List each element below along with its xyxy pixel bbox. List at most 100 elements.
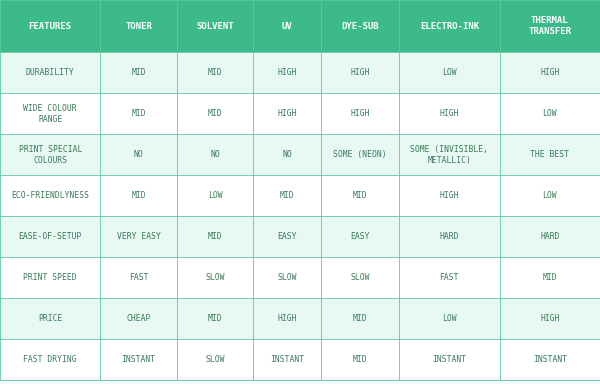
Bar [322,257,399,298]
Text: FAST: FAST [440,273,459,282]
Text: SLOW: SLOW [205,273,225,282]
Text: HIGH: HIGH [540,314,560,323]
Text: LOW: LOW [542,191,557,200]
Text: SOME (INVISIBLE,
METALLIC): SOME (INVISIBLE, METALLIC) [410,145,488,165]
Bar [0,380,600,386]
Text: SLOW: SLOW [278,273,297,282]
Text: HARD: HARD [540,232,560,241]
Text: MID: MID [131,191,146,200]
Bar [100,339,177,380]
Text: PRINT SPEED: PRINT SPEED [23,273,77,282]
Bar [0,339,100,380]
Bar [177,134,253,175]
Bar [177,257,253,298]
Bar [0,0,100,52]
Bar [177,93,253,134]
Bar [253,216,322,257]
Bar [253,93,322,134]
Bar [177,0,253,52]
Text: SLOW: SLOW [205,355,225,364]
Text: THE BEST: THE BEST [530,150,569,159]
Bar [399,0,500,52]
Bar [253,52,322,93]
Text: DYE-SUB: DYE-SUB [341,22,379,30]
Bar [399,339,500,380]
Bar [322,52,399,93]
Bar [100,93,177,134]
Text: HIGH: HIGH [278,68,297,77]
Text: MID: MID [131,68,146,77]
Text: ELECTRO-INK: ELECTRO-INK [420,22,479,30]
Text: CHEAP: CHEAP [127,314,151,323]
Text: LOW: LOW [442,68,457,77]
Bar [100,52,177,93]
Text: LOW: LOW [208,191,223,200]
Text: MID: MID [208,68,223,77]
Bar [399,52,500,93]
Bar [500,0,600,52]
Bar [100,0,177,52]
Text: VERY EASY: VERY EASY [117,232,161,241]
Text: NO: NO [210,150,220,159]
Text: HIGH: HIGH [540,68,560,77]
Text: LOW: LOW [442,314,457,323]
Bar [253,339,322,380]
Bar [100,175,177,216]
Text: DURABILITY: DURABILITY [26,68,74,77]
Bar [322,0,399,52]
Text: MID: MID [353,355,368,364]
Bar [0,175,100,216]
Bar [322,93,399,134]
Text: MID: MID [280,191,295,200]
Text: MID: MID [353,191,368,200]
Bar [399,175,500,216]
Bar [322,298,399,339]
Bar [177,298,253,339]
Bar [100,257,177,298]
Bar [253,0,322,52]
Text: INSTANT: INSTANT [533,355,567,364]
Text: MID: MID [131,109,146,118]
Text: HIGH: HIGH [278,314,297,323]
Bar [322,339,399,380]
Text: WIDE COLOUR
RANGE: WIDE COLOUR RANGE [23,103,77,124]
Bar [500,216,600,257]
Text: PRINT SPECIAL
COLOURS: PRINT SPECIAL COLOURS [19,145,82,165]
Text: LOW: LOW [542,109,557,118]
Bar [0,216,100,257]
Text: MID: MID [353,314,368,323]
Bar [253,134,322,175]
Bar [0,298,100,339]
Text: NO: NO [134,150,143,159]
Bar [399,93,500,134]
Bar [177,339,253,380]
Bar [500,93,600,134]
Bar [177,216,253,257]
Bar [253,175,322,216]
Text: UV: UV [282,22,293,30]
Bar [100,298,177,339]
Bar [253,298,322,339]
Bar [500,52,600,93]
Text: NO: NO [283,150,292,159]
Text: PRICE: PRICE [38,314,62,323]
Text: SOLVENT: SOLVENT [196,22,234,30]
Text: EASY: EASY [350,232,370,241]
Text: FEATURES: FEATURES [29,22,72,30]
Bar [0,93,100,134]
Text: TONER: TONER [125,22,152,30]
Text: INSTANT: INSTANT [271,355,304,364]
Text: HIGH: HIGH [350,68,370,77]
Text: EASY: EASY [278,232,297,241]
Bar [0,257,100,298]
Text: MID: MID [208,314,223,323]
Text: HARD: HARD [440,232,459,241]
Text: EASE-OF-SETUP: EASE-OF-SETUP [19,232,82,241]
Bar [500,134,600,175]
Bar [399,257,500,298]
Bar [500,298,600,339]
Bar [500,257,600,298]
Text: THERMAL
TRANSFER: THERMAL TRANSFER [528,16,571,36]
Text: FAST: FAST [129,273,148,282]
Text: HIGH: HIGH [440,191,459,200]
